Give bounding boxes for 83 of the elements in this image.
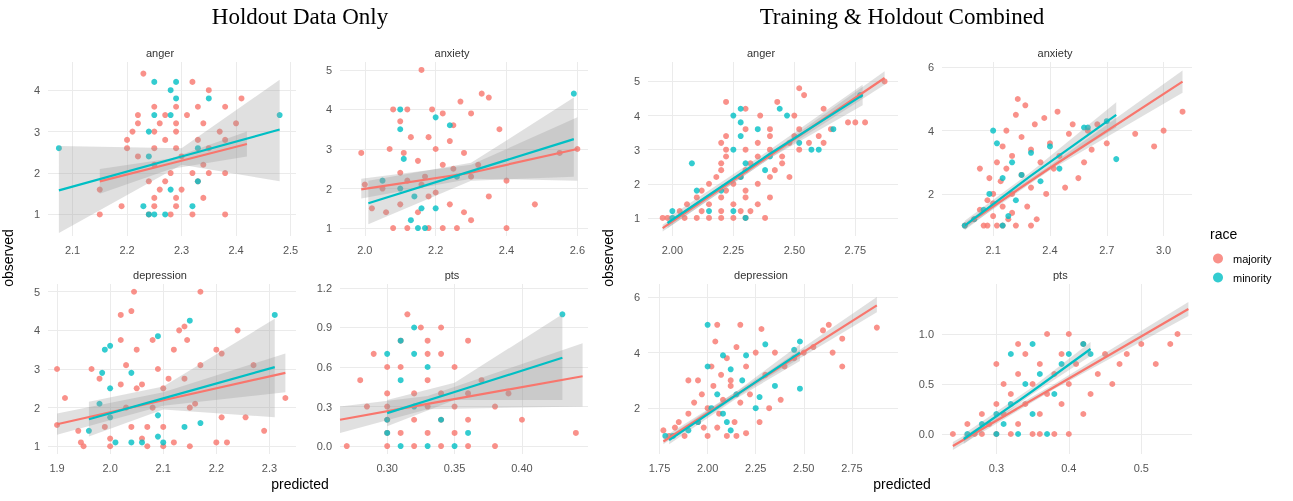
chart-title: depression [734, 268, 788, 281]
y-axis-title: observed [0, 228, 16, 289]
y-tick-label: 4 [33, 84, 40, 97]
y-tick-label: 2 [633, 402, 640, 415]
x-tick-label: 2.1 [155, 461, 171, 474]
x-tick-label: 2.4 [1042, 243, 1058, 256]
x-tick-label: 0.35 [443, 461, 466, 474]
x-tick-label: 2.50 [783, 243, 806, 256]
y-tick-label: 6 [633, 291, 640, 304]
chart-title: pts [444, 268, 460, 281]
x-tick-label: 2.50 [793, 461, 815, 474]
x-tick-label: 2.4 [498, 243, 515, 256]
x-tick-label: 0.3 [988, 461, 1004, 474]
y-tick-label: 3 [325, 143, 332, 155]
x-tick-label: 2.25 [744, 461, 767, 474]
y-tick-label: 1 [633, 211, 640, 224]
x-tick-label: 2.3 [173, 243, 190, 256]
text: Training & Holdout Combined [758, 4, 1046, 30]
y-tick-label: 4 [325, 103, 332, 116]
x-tick-label: 1.75 [648, 461, 671, 474]
y-tick-label: 6 [927, 61, 934, 74]
y-tick-label: 0.0 [316, 440, 332, 453]
y-tick-label: 4 [633, 346, 640, 359]
text: Holdout Data Only [210, 4, 390, 30]
y-tick-label: 5 [633, 75, 640, 88]
x-tick-label: 0.40 [511, 461, 533, 474]
x-tick-label: 2.5 [282, 243, 299, 256]
x-tick-label: 2.00 [696, 461, 719, 474]
legend-title: race [1210, 226, 1238, 242]
y-tick-label: 0.9 [316, 321, 332, 334]
chart-title: anger [746, 46, 776, 59]
y-tick-label: 2 [33, 167, 40, 180]
y-tick-label: 0.0 [918, 428, 934, 440]
y-tick-label: 0.6 [316, 361, 332, 374]
x-tick-label: 0.4 [1061, 461, 1077, 474]
y-tick-label: 5 [33, 285, 40, 298]
x-tick-label: 2.2 [208, 461, 224, 474]
y-tick-label: 2 [325, 182, 332, 195]
x-tick-label: 2.00 [661, 243, 684, 256]
x-tick-label: 1.9 [49, 461, 65, 474]
x-tick-label: 2.7 [1099, 243, 1115, 256]
x-tick-label: 2.0 [357, 243, 373, 256]
x-tick-label: 2.6 [569, 243, 586, 256]
chart-title: depression [133, 268, 187, 281]
x-tick-label: 2.0 [102, 461, 118, 474]
y-tick-label: 1 [33, 440, 40, 453]
x-tick-label: 2.2 [119, 243, 135, 256]
y-axis-title: observed [600, 228, 616, 289]
x-axis-title: predicted [872, 476, 932, 492]
chart-title: anxiety [1037, 46, 1073, 59]
y-tick-label: 2 [33, 401, 40, 414]
x-tick-label: 2.2 [428, 243, 444, 256]
y-tick-label: 1 [325, 222, 332, 235]
x-tick-label: 2.1 [985, 243, 1001, 256]
x-tick-label: 2.75 [841, 461, 863, 474]
y-tick-label: 2 [633, 177, 640, 190]
chart-title: anger [145, 46, 175, 59]
y-tick-label: 5 [325, 63, 332, 76]
x-tick-label: 2.4 [228, 243, 244, 256]
x-tick-label: 0.5 [1133, 461, 1149, 474]
y-tick-label: 1.0 [918, 328, 934, 340]
x-axis-title: predicted [270, 476, 330, 492]
y-tick-label: 1 [33, 208, 40, 221]
y-tick-label: 4 [33, 324, 40, 337]
y-tick-label: 2 [927, 187, 934, 200]
x-tick-label: 2.3 [261, 461, 278, 474]
x-tick-label: 3.0 [1155, 243, 1172, 256]
y-tick-label: 3 [633, 143, 640, 156]
legend-label: minority [1233, 271, 1273, 284]
y-tick-label: 3 [33, 363, 40, 375]
chart-title: pts [1053, 268, 1069, 281]
x-tick-label: 2.25 [722, 243, 745, 256]
y-tick-label: 3 [33, 125, 40, 138]
y-tick-label: 1.2 [316, 281, 332, 294]
y-tick-label: 0.3 [316, 400, 332, 413]
chart-title: anxiety [434, 46, 470, 59]
y-tick-label: 0.5 [918, 378, 934, 390]
x-tick-label: 0.30 [376, 461, 398, 474]
y-tick-label: 4 [633, 109, 640, 122]
x-tick-label: 2.75 [844, 243, 867, 256]
x-tick-label: 2.1 [64, 243, 81, 256]
y-tick-label: 4 [927, 124, 934, 137]
legend-label: majority [1233, 252, 1273, 265]
